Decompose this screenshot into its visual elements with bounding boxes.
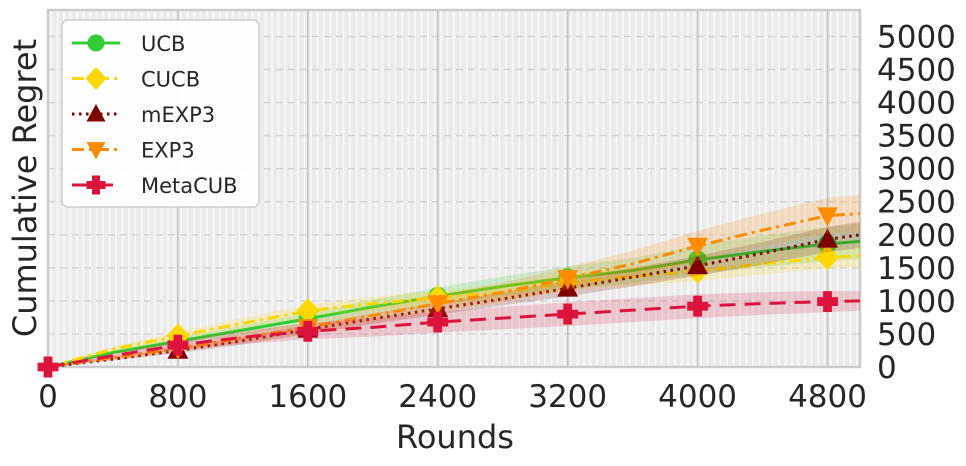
data-point [557, 303, 579, 325]
y-tick-label: 3500 [877, 119, 956, 155]
data-point [297, 320, 319, 342]
x-axis-title: Rounds [396, 418, 514, 456]
legend-item: EXP3 [72, 139, 195, 163]
legend-marker [86, 142, 106, 160]
legend: UCB CUCB mEXP3 EXP3 MetaCUB [61, 19, 260, 208]
data-point [37, 356, 59, 378]
legend-marker [86, 104, 106, 122]
x-tick-label: 1600 [268, 379, 347, 415]
data-point [815, 244, 840, 270]
legend-marker [87, 34, 105, 52]
data-point [817, 207, 838, 227]
y-tick-label: 2000 [877, 218, 956, 254]
x-tick-label: 2400 [398, 379, 477, 415]
x-tick-label: 800 [148, 379, 207, 415]
data-point [427, 295, 449, 315]
data-point [687, 295, 709, 317]
legend-label: CUCB [141, 68, 200, 92]
data-point [687, 254, 709, 275]
legend-label: mEXP3 [141, 103, 215, 127]
data-point [296, 298, 320, 324]
y-tick-label: 4500 [877, 53, 956, 89]
legend-marker [85, 67, 107, 90]
series-line [47, 233, 861, 369]
legend-item: MetaCUB [72, 174, 238, 198]
x-tick-label: 4800 [788, 379, 867, 415]
x-tick-label: 4000 [658, 379, 737, 415]
data-point [427, 311, 449, 333]
legend-marker [86, 175, 106, 195]
y-tick-label: 500 [877, 317, 936, 353]
series-line [47, 239, 861, 369]
series-line [47, 254, 861, 369]
series-line [47, 212, 861, 369]
y-tick-label: 1500 [877, 251, 956, 287]
legend-item: CUCB [72, 67, 200, 92]
data-point [817, 291, 838, 312]
y-tick-label: 0 [877, 350, 897, 386]
legend-label: MetaCUB [141, 174, 238, 198]
x-tick-label: 0 [38, 379, 58, 415]
legend-label: UCB [141, 32, 185, 56]
y-tick-label: 1000 [877, 284, 956, 320]
data-point [557, 270, 579, 290]
legend-label: EXP3 [141, 139, 195, 163]
plot-area [46, 8, 862, 369]
series-layer [37, 195, 861, 378]
y-tick-label: 5000 [877, 19, 956, 55]
plot-frame [46, 8, 862, 369]
y-axis-title: Cumulative Regret [6, 39, 44, 337]
legend-box [61, 19, 260, 208]
series-metacub [37, 290, 861, 378]
legend-item: UCB [72, 32, 185, 56]
legend-item: mEXP3 [72, 103, 215, 127]
tick-layer: 0 800 1600 2400 3200 4000 48000500100015002000… [38, 19, 956, 415]
x-tick-label: 3200 [528, 379, 607, 415]
y-tick-label: 2500 [877, 185, 956, 221]
data-point [687, 237, 709, 258]
data-point [817, 228, 838, 248]
data-point [167, 334, 189, 356]
y-tick-label: 3000 [877, 152, 956, 188]
y-tick-label: 4000 [877, 86, 956, 122]
confidence-band [48, 195, 860, 367]
series-line [47, 299, 861, 369]
